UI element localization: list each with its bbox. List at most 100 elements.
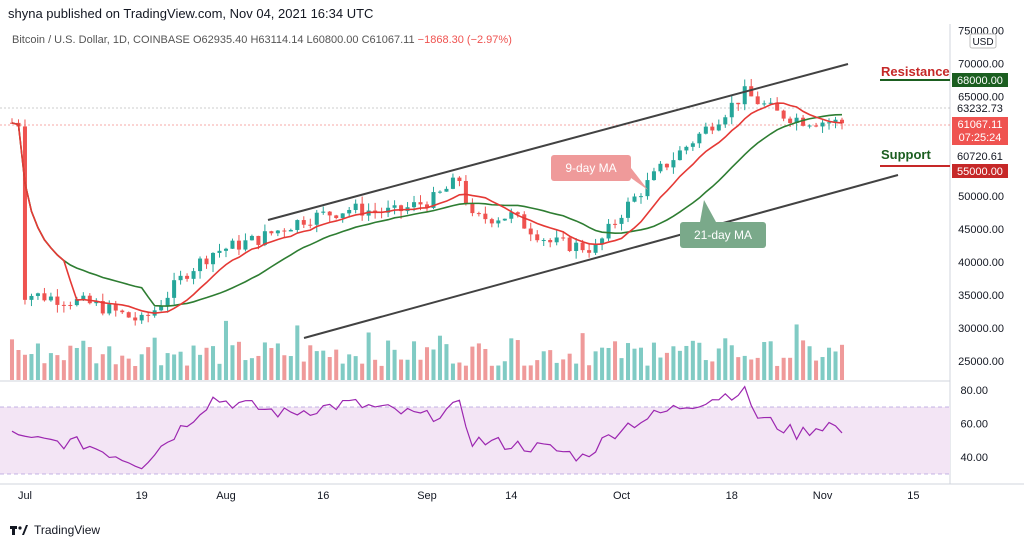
candle-body bbox=[262, 231, 267, 245]
candle-body bbox=[81, 295, 86, 300]
candle-body bbox=[347, 209, 352, 214]
candle-body bbox=[126, 312, 131, 318]
candle-body bbox=[418, 202, 423, 205]
candle-body bbox=[314, 212, 319, 225]
volume-bar bbox=[489, 365, 494, 380]
volume-bar bbox=[223, 320, 228, 380]
candle-body bbox=[185, 275, 190, 279]
change-value: −1868.30 (−2.97%) bbox=[417, 34, 512, 46]
candle-body bbox=[762, 103, 767, 105]
volume-bar bbox=[528, 365, 533, 380]
channel-upper-line[interactable] bbox=[267, 63, 849, 221]
volume-bar bbox=[820, 357, 825, 380]
volume-bar bbox=[126, 358, 131, 380]
volume-bar bbox=[100, 354, 105, 380]
volume-bar bbox=[437, 335, 442, 380]
resistance-badge: 68000.00 bbox=[952, 73, 1008, 87]
volume-bar bbox=[334, 349, 339, 380]
candle-body bbox=[217, 250, 222, 253]
candle-body bbox=[295, 220, 300, 230]
candle-body bbox=[399, 205, 404, 212]
time-axis-ticks: Jul 19 Aug 16 Sep 14 Oct 18 Nov 15 bbox=[18, 490, 920, 502]
close-value: C61067.11 bbox=[361, 34, 415, 46]
volume-bar bbox=[470, 346, 475, 380]
volume-bar bbox=[703, 360, 708, 380]
volume-bar bbox=[81, 340, 86, 380]
candle-body bbox=[236, 240, 241, 250]
candle-body bbox=[814, 125, 819, 127]
candle-body bbox=[541, 240, 546, 242]
candle-body bbox=[839, 119, 845, 124]
volume-bar bbox=[392, 349, 397, 380]
volume-bars bbox=[9, 320, 845, 380]
candle-body bbox=[256, 235, 261, 245]
volume-bar bbox=[736, 357, 741, 380]
volume-bar bbox=[301, 361, 306, 380]
candle-body bbox=[697, 133, 702, 144]
candle-body bbox=[172, 280, 177, 298]
candle-body bbox=[671, 160, 676, 168]
volume-bar bbox=[230, 345, 235, 380]
candle-body bbox=[470, 203, 475, 214]
svg-text:USD: USD bbox=[972, 37, 993, 48]
volume-bar bbox=[833, 351, 838, 380]
volume-bar bbox=[353, 356, 358, 380]
volume-bar bbox=[794, 324, 799, 380]
candle-body bbox=[677, 150, 682, 161]
rsi-tick-label: 80.00 bbox=[960, 385, 988, 397]
svg-text:61067.11: 61067.11 bbox=[957, 119, 1002, 131]
time-tick-label: 19 bbox=[136, 490, 148, 502]
volume-bar bbox=[561, 359, 566, 380]
volume-bar bbox=[496, 365, 501, 380]
volume-bar bbox=[567, 353, 572, 380]
candle-body bbox=[509, 212, 514, 219]
volume-bar bbox=[554, 362, 559, 380]
candle-body bbox=[768, 102, 773, 104]
candle-body bbox=[204, 258, 209, 265]
candle-body bbox=[139, 314, 144, 321]
candle-body bbox=[386, 207, 391, 213]
candle-body bbox=[632, 196, 637, 202]
price-tick-label: 30000.00 bbox=[958, 323, 1004, 335]
volume-bar bbox=[457, 362, 462, 380]
volume-bar bbox=[729, 345, 734, 380]
volume-bar bbox=[386, 340, 391, 380]
volume-bar bbox=[535, 360, 540, 380]
volume-bar bbox=[236, 341, 241, 380]
candle-body bbox=[223, 248, 228, 251]
candle-body bbox=[191, 271, 196, 279]
candle-body bbox=[626, 201, 631, 218]
volume-bar bbox=[658, 357, 663, 380]
candle-body bbox=[282, 230, 287, 232]
footer: TradingView bbox=[10, 523, 100, 537]
candle-body bbox=[334, 215, 339, 219]
volume-bar bbox=[262, 342, 267, 380]
rsi-line bbox=[11, 385, 843, 470]
publisher-line: shyna published on TradingView.com, Nov … bbox=[8, 6, 374, 21]
candle-body bbox=[392, 205, 397, 208]
volume-bar bbox=[107, 346, 112, 380]
candle-body bbox=[68, 304, 73, 306]
volume-bar bbox=[716, 348, 721, 380]
candle-body bbox=[690, 143, 695, 147]
volume-bar bbox=[152, 337, 157, 380]
channel-lower-line[interactable] bbox=[303, 174, 899, 339]
volume-bar bbox=[515, 340, 520, 380]
volume-bar bbox=[42, 363, 47, 380]
candle-body bbox=[327, 211, 332, 216]
volume-bar bbox=[217, 363, 222, 380]
volume-bar bbox=[288, 356, 293, 380]
volume-bar bbox=[710, 361, 715, 380]
candle-body bbox=[638, 196, 643, 198]
volume-bar bbox=[450, 363, 455, 380]
candle-body bbox=[820, 122, 825, 127]
candle-body bbox=[412, 202, 417, 208]
volume-bar bbox=[412, 341, 417, 380]
volume-bar bbox=[626, 343, 631, 380]
volume-bar bbox=[308, 345, 313, 380]
candle-body bbox=[775, 102, 780, 111]
high-value: H63114.14 bbox=[250, 34, 304, 46]
price-axis-ticks: 75000.0070000.0065000.0050000.0045000.00… bbox=[958, 26, 1004, 369]
